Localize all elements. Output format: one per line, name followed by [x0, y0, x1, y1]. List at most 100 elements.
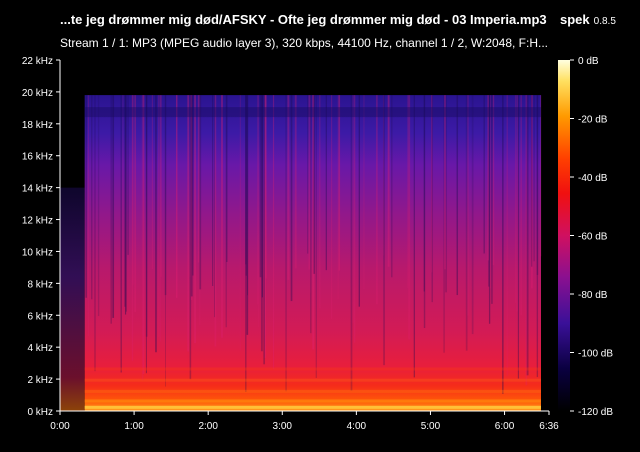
streak: [354, 95, 356, 343]
streak: [226, 95, 228, 262]
streak: [290, 95, 293, 302]
y-axis: 0 kHz 2 kHz 4 kHz 6 kHz 8 kHz 10 kHz 12 kHz 14 …: [22, 56, 61, 418]
streak: [306, 95, 309, 254]
streak: [407, 95, 409, 288]
streak: [363, 95, 365, 290]
stream-info: Stream 1 / 1: MP3 (MPEG audio layer 3), …: [60, 36, 549, 50]
streak: [257, 95, 259, 305]
streak: [465, 95, 468, 351]
streak: [155, 95, 157, 353]
streak: [467, 95, 469, 316]
streak: [258, 95, 260, 327]
x-axis: 0:00 1:00 2:00 3:00 4:00 5:00 6:00 6:36: [50, 410, 559, 432]
y-tick-label: 0 kHz: [27, 407, 53, 418]
colorbar: [558, 60, 570, 411]
streak: [176, 95, 178, 298]
streak: [245, 95, 247, 392]
streak: [191, 95, 194, 276]
streak: [189, 95, 192, 380]
streak: [164, 95, 167, 296]
streak: [531, 95, 533, 267]
streak: [536, 95, 539, 378]
low-frequency-bands: [84, 367, 542, 409]
low-band: [84, 405, 542, 409]
x-tick-label: 1:00: [124, 421, 144, 432]
streak: [246, 95, 249, 335]
streak: [127, 95, 129, 255]
streak: [199, 95, 201, 326]
streak: [159, 95, 161, 342]
streak: [443, 95, 446, 270]
streak: [350, 95, 353, 391]
y-tick-label: 16 kHz: [22, 152, 53, 163]
streak: [190, 95, 193, 301]
app-name-text: spek: [560, 12, 590, 27]
streak: [122, 95, 124, 280]
streak: [245, 95, 247, 265]
streak: [151, 95, 154, 270]
streak: [431, 95, 433, 303]
streak: [408, 95, 411, 340]
streak: [245, 95, 247, 276]
streak: [160, 95, 162, 277]
streak: [264, 95, 266, 358]
streak: [520, 95, 522, 316]
colorbar-axis: 0 dB -20 dB -40 dB -60 dB -80 dB -100 dB -120 …: [570, 56, 613, 418]
streak: [85, 95, 87, 298]
spectrogram-fill: [84, 95, 542, 411]
streak: [212, 95, 214, 286]
streak: [423, 95, 425, 292]
x-tick-label: 3:00: [273, 421, 293, 432]
streak: [132, 95, 134, 285]
streak: [97, 95, 100, 317]
y-tick-label: 18 kHz: [22, 120, 53, 131]
streak: [214, 95, 216, 318]
y-tick-label: 6 kHz: [27, 311, 53, 322]
y-tick-label: 20 kHz: [22, 88, 53, 99]
streak: [112, 95, 115, 318]
streak: [443, 95, 445, 353]
streak: [145, 95, 148, 337]
colorbar-tick-label: -100 dB: [578, 349, 613, 360]
streak: [383, 95, 385, 256]
y-tick-label: 4 kHz: [27, 343, 53, 354]
y-tick-label: 14 kHz: [22, 184, 53, 195]
app-version: 0.8.5: [593, 16, 616, 27]
streak: [158, 95, 160, 337]
streak: [423, 95, 426, 328]
colorbar-tick-label: -80 dB: [578, 290, 608, 301]
streak: [352, 95, 354, 323]
streak: [189, 95, 192, 278]
streak: [540, 95, 542, 257]
streak: [308, 95, 310, 270]
streak: [337, 95, 339, 300]
streak: [313, 95, 315, 274]
x-tick-label: 4:00: [347, 421, 367, 432]
streak: [120, 95, 123, 373]
streak: [483, 95, 485, 254]
x-tick-label: 6:36: [539, 421, 559, 432]
y-tick-label: 22 kHz: [22, 56, 53, 67]
streak: [259, 95, 262, 278]
streak: [430, 95, 433, 273]
streak: [383, 95, 385, 366]
streak: [526, 95, 529, 376]
streak: [413, 95, 415, 378]
streak: [310, 95, 312, 334]
streak: [246, 95, 249, 296]
y-tick-label: 10 kHz: [22, 247, 53, 258]
streak: [141, 95, 144, 381]
low-band: [84, 399, 542, 403]
streak: [536, 95, 539, 275]
streak: [515, 95, 516, 304]
cutoff-dark-band: [84, 107, 542, 118]
streak: [272, 95, 275, 370]
streak: [531, 95, 533, 289]
streak: [87, 95, 90, 337]
streak: [125, 95, 127, 312]
low-band: [84, 389, 542, 393]
streak: [294, 95, 297, 269]
streak: [358, 95, 360, 307]
streak: [492, 95, 495, 266]
streak: [131, 95, 134, 361]
